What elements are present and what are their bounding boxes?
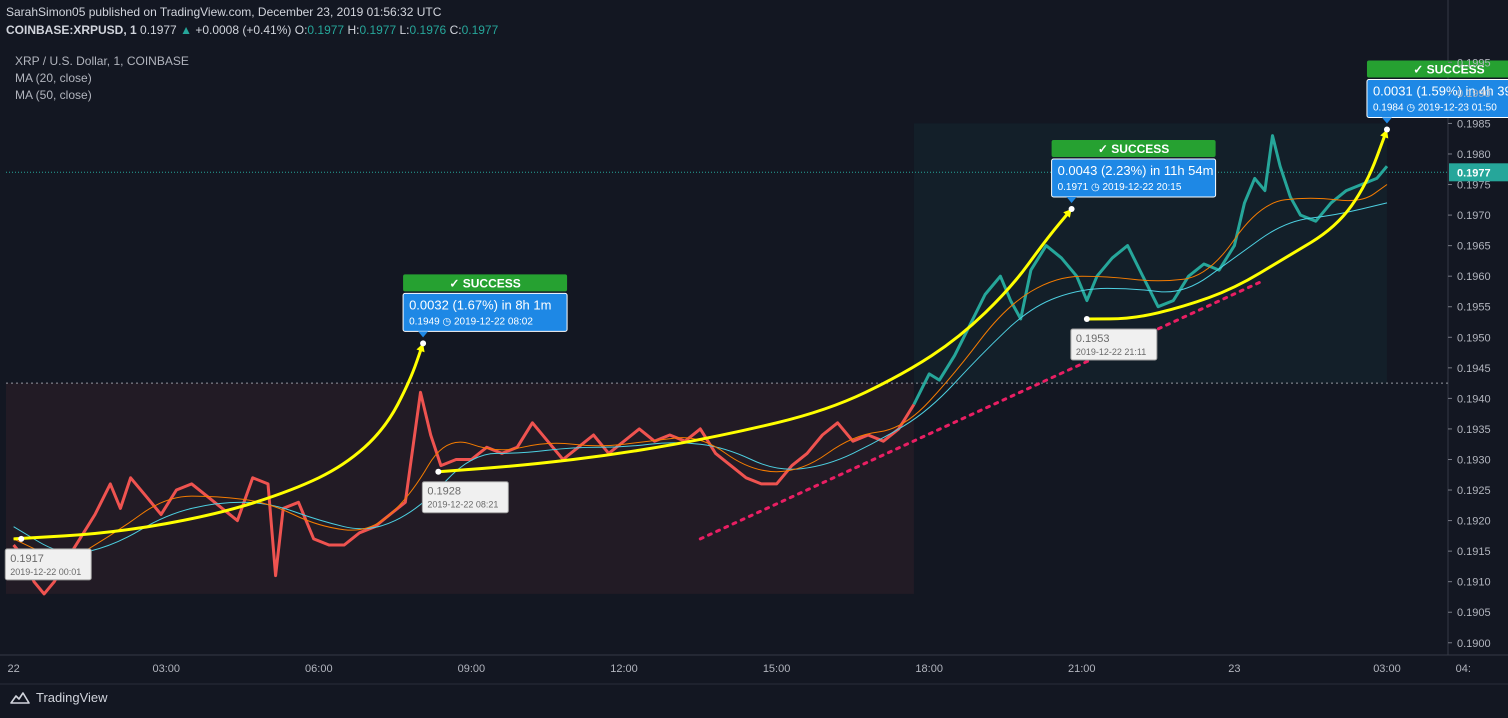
- last-price-tag-label: 0.1977: [1457, 167, 1491, 179]
- success-badge: [403, 274, 568, 292]
- success-badge: [1366, 60, 1508, 78]
- y-tick-label: 0.1935: [1457, 424, 1491, 436]
- support-trendline: [698, 280, 1262, 541]
- anchor-point: [1083, 315, 1090, 322]
- ma20-legend[interactable]: MA (20, close): [15, 71, 92, 85]
- anchor-point: [18, 535, 25, 542]
- x-tick-label: 03:00: [152, 663, 180, 675]
- y-tick-label: 0.1990: [1457, 88, 1491, 100]
- y-tick-label: 0.1945: [1457, 363, 1491, 375]
- y-tick-label: 0.1905: [1457, 607, 1491, 619]
- high-label: H:: [347, 23, 360, 37]
- y-tick-label: 0.1985: [1457, 118, 1491, 130]
- close-value: 0.1977: [461, 23, 499, 37]
- y-tick-label: 0.1925: [1457, 485, 1491, 497]
- price-line-up: [912, 134, 1389, 406]
- y-tick-label: 0.1900: [1457, 638, 1491, 650]
- point-label-value: 0.1928: [427, 486, 461, 498]
- callout-move: 0.0031 (1.59%) in 4h 39m: [1373, 84, 1508, 99]
- point-label-box: [421, 481, 509, 514]
- open-label: O:: [294, 23, 308, 37]
- x-tick-label: 06:00: [305, 663, 333, 675]
- brand-label: TradingView: [36, 690, 108, 705]
- x-tick-label: 18:00: [915, 663, 943, 675]
- tradingview-logo-icon: [10, 691, 30, 704]
- point-label-time: 2019-12-22 21:11: [1076, 347, 1146, 357]
- x-tick-label: 04:: [1456, 663, 1471, 675]
- callout-detail: 0.1984 ◷ 2019-12-23 01:50: [1373, 103, 1497, 114]
- callout-move: 0.0043 (2.23%) in 11h 54m: [1058, 163, 1214, 178]
- y-tick-label: 0.1915: [1457, 546, 1491, 558]
- low-label: L:: [399, 23, 410, 37]
- callout-box: [402, 292, 568, 332]
- y-tick-label: 0.1920: [1457, 516, 1491, 528]
- anchor-point: [435, 468, 442, 475]
- price-line-down: [12, 390, 916, 596]
- close-label: C:: [449, 23, 462, 37]
- projection-curve: [436, 208, 1073, 474]
- y-tick-label: 0.1960: [1457, 271, 1491, 283]
- y-tick-label: 0.1980: [1457, 149, 1491, 161]
- success-badge-label: ✓ SUCCESS: [449, 276, 520, 290]
- y-tick-label: 0.1970: [1457, 210, 1491, 222]
- quote-line: COINBASE:XRPUSD, 1 0.1977 ▲ +0.0008 (+0.…: [6, 23, 498, 37]
- y-tick-label: 0.1910: [1457, 577, 1491, 589]
- point-label-value: 0.1917: [10, 553, 44, 565]
- y-tick-label: 0.1940: [1457, 393, 1491, 405]
- point-label-box: [4, 548, 92, 581]
- point-label-box: [1070, 328, 1158, 361]
- open-value: 0.1977: [307, 23, 345, 37]
- low-value: 0.1976: [409, 23, 447, 37]
- callout-detail: 0.1971 ◷ 2019-12-22 20:15: [1058, 182, 1182, 193]
- x-tick-label: 22: [8, 663, 20, 675]
- callout-box: [1366, 79, 1508, 119]
- success-badge-label: ✓ SUCCESS: [1413, 63, 1484, 77]
- high-value: 0.1977: [359, 23, 397, 37]
- success-badge: [1051, 139, 1216, 157]
- up-arrow-icon: ▲: [180, 23, 192, 37]
- series-title[interactable]: XRP / U.S. Dollar, 1, COINBASE: [15, 54, 189, 68]
- published-line: SarahSimon05 published on TradingView.co…: [6, 5, 442, 19]
- success-badge-label: ✓ SUCCESS: [1098, 142, 1169, 156]
- callout-pointer: [418, 331, 429, 338]
- projection-end-point: [420, 340, 427, 347]
- y-tick-label: 0.1955: [1457, 302, 1491, 314]
- x-tick-label: 15:00: [763, 663, 791, 675]
- x-tick-label: 12:00: [610, 663, 638, 675]
- projection-arrowhead: [1063, 208, 1072, 218]
- y-tick-label: 0.1995: [1457, 57, 1491, 69]
- last-price: 0.1977: [140, 23, 177, 37]
- point-label-time: 2019-12-22 00:01: [10, 567, 81, 577]
- projection-curve: [1085, 128, 1389, 321]
- projection-end-point: [1068, 205, 1075, 212]
- point-label-value: 0.1953: [1076, 333, 1110, 345]
- callout-pointer: [1381, 117, 1392, 124]
- y-tick-label: 0.1965: [1457, 241, 1491, 253]
- symbol: COINBASE:XRPUSD, 1: [6, 23, 137, 37]
- callout-detail: 0.1949 ◷ 2019-12-22 08:02: [409, 316, 533, 327]
- ma50-legend[interactable]: MA (50, close): [15, 88, 92, 102]
- y-tick-label: 0.1930: [1457, 454, 1491, 466]
- projection-end-point: [1383, 126, 1390, 133]
- callout-move: 0.0032 (1.67%) in 8h 1m: [409, 297, 551, 312]
- last-price-tag: [1449, 163, 1508, 182]
- ma20-line: [13, 184, 1388, 557]
- x-tick-label: 21:00: [1068, 663, 1096, 675]
- x-tick-label: 03:00: [1373, 663, 1401, 675]
- projection-curve: [12, 342, 425, 541]
- change: +0.0008 (+0.41%): [195, 23, 292, 37]
- y-tick-label: 0.1950: [1457, 332, 1491, 344]
- y-tick-label: 0.1975: [1457, 180, 1491, 192]
- footer-brand[interactable]: TradingView: [10, 690, 108, 705]
- callout-box: [1051, 158, 1217, 198]
- x-tick-label: 09:00: [458, 663, 486, 675]
- point-label-time: 2019-12-22 08:21: [427, 500, 498, 510]
- x-tick-label: 23: [1228, 663, 1240, 675]
- callout-pointer: [1066, 196, 1077, 203]
